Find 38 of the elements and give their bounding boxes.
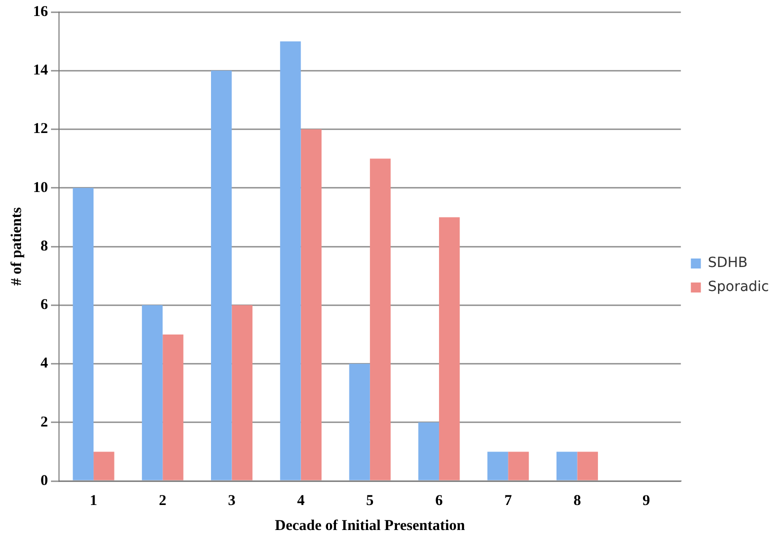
x-tick-label: 6 — [435, 492, 444, 509]
x-tick-label: 5 — [366, 492, 374, 509]
x-tick-label: 8 — [573, 492, 581, 509]
bar — [349, 364, 370, 480]
bar — [211, 70, 232, 480]
x-tick-label: 3 — [228, 492, 236, 509]
y-tick-label: 6 — [40, 297, 48, 313]
y-tick-label: 16 — [33, 4, 48, 20]
bar — [508, 452, 529, 480]
bar — [72, 188, 94, 480]
x-tick-label: 1 — [90, 492, 98, 509]
y-tick-label: 14 — [33, 62, 48, 78]
bar — [418, 422, 440, 480]
x-tick-label: 2 — [158, 492, 166, 509]
bar — [556, 452, 578, 480]
x-tick-label: 7 — [504, 492, 512, 509]
bar — [487, 452, 508, 480]
y-tick-label: 8 — [40, 238, 48, 254]
legend-label: Sporadic — [708, 279, 770, 296]
bar — [300, 129, 322, 480]
bar — [577, 452, 598, 480]
legend-label: SDHB — [708, 255, 748, 272]
bar — [142, 305, 163, 480]
y-tick-label: 10 — [33, 180, 48, 196]
y-tick-label: 0 — [40, 472, 48, 489]
bar — [370, 158, 391, 480]
y-tick-label: 4 — [40, 356, 48, 372]
x-axis-title: Decade of Initial Presentation — [274, 518, 466, 534]
y-tick-label: 2 — [40, 414, 48, 430]
y-axis-title: # of patients — [8, 207, 25, 286]
x-tick-label: 4 — [297, 492, 306, 509]
bar — [94, 452, 114, 480]
bar — [280, 41, 301, 480]
y-tick-label: 12 — [33, 121, 48, 138]
x-tick-label: 9 — [642, 492, 650, 509]
bar — [439, 217, 460, 480]
bar — [162, 334, 184, 480]
bar — [232, 305, 252, 480]
